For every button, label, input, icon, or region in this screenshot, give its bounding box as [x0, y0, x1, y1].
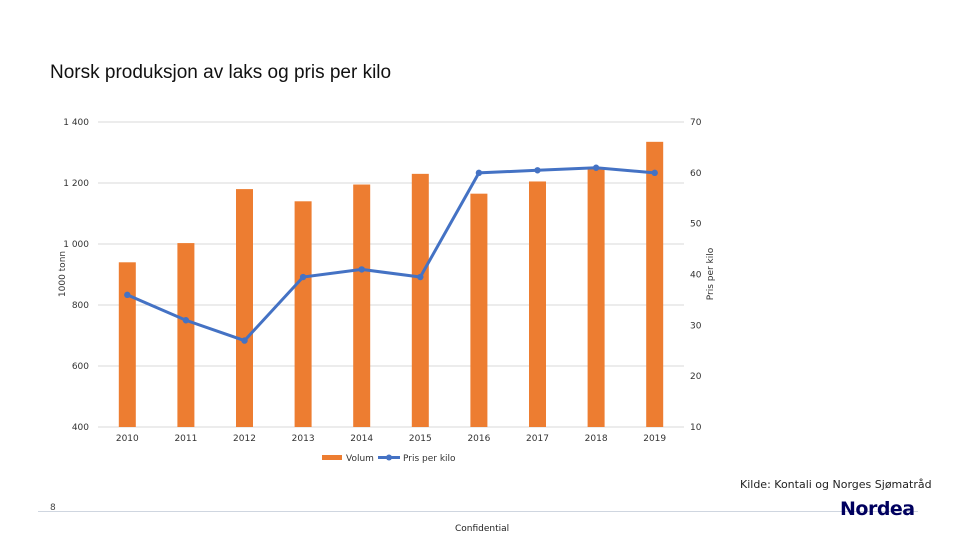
bar-2011 — [177, 243, 195, 427]
volume-bars — [118, 141, 664, 427]
right-tick-label: 30 — [690, 321, 702, 331]
x-tick-label: 2011 — [174, 434, 197, 444]
price-point-2012 — [241, 337, 248, 344]
left-axis-label: 1000 tonn — [58, 251, 68, 297]
left-tick-label: 800 — [72, 301, 89, 311]
x-tick-label: 2017 — [526, 434, 549, 444]
right-tick-label: 60 — [690, 169, 702, 179]
x-tick-label: 2012 — [233, 434, 256, 444]
price-point-2017 — [534, 167, 541, 174]
bar-2016 — [470, 193, 488, 427]
bar-2012 — [236, 189, 253, 427]
footer-divider — [38, 511, 918, 512]
confidential-label: Confidential — [455, 524, 510, 534]
x-tick-label: 2014 — [350, 434, 373, 444]
price-point-2013 — [299, 273, 307, 281]
bar-2014 — [353, 184, 371, 427]
page-number: 8 — [50, 503, 56, 513]
left-tick-label: 600 — [72, 362, 89, 372]
legend: Volum Pris per kilo — [322, 454, 456, 464]
price-point-2018 — [592, 164, 600, 171]
bar-2019 — [646, 141, 664, 427]
legend-pris-marker — [386, 454, 392, 461]
x-axis-ticks: 2010 2011 2012 2013 2014 2015 2016 2017 2018 2019 — [116, 434, 667, 444]
left-tick-label: 400 — [72, 423, 89, 433]
legend-pris-label: Pris per kilo — [403, 454, 456, 464]
bar-2018 — [587, 167, 605, 427]
price-point-2014 — [358, 266, 365, 273]
legend-volum-label: Volum — [346, 454, 374, 464]
right-tick-label: 20 — [690, 372, 702, 382]
price-point-2010 — [124, 291, 131, 299]
nordea-logo: Nordea — [840, 498, 915, 520]
x-tick-label: 2015 — [409, 434, 432, 444]
source-note: Kilde: Kontali og Norges Sjømatråd — [740, 478, 932, 491]
gridlines — [98, 121, 684, 428]
right-tick-label: 50 — [690, 220, 702, 230]
bar-2013 — [294, 201, 312, 427]
left-tick-label: 1 200 — [63, 179, 89, 189]
bar-2015 — [411, 173, 429, 427]
x-tick-label: 2016 — [467, 434, 490, 444]
bar-2017 — [529, 181, 546, 427]
price-line-path — [126, 166, 655, 343]
x-tick-label: 2019 — [643, 434, 666, 444]
right-axis-ticks: 10 20 30 40 50 60 70 — [690, 118, 702, 433]
price-point-2016 — [475, 169, 483, 177]
x-tick-label: 2010 — [116, 434, 139, 444]
left-tick-label: 1 400 — [63, 118, 89, 128]
right-axis-label: Pris per kilo — [706, 247, 716, 300]
right-tick-label: 70 — [690, 118, 702, 128]
left-axis-ticks: 400 600 800 1 000 1 200 1 400 — [63, 118, 89, 433]
price-point-2011 — [182, 317, 190, 324]
right-tick-label: 40 — [690, 271, 702, 281]
x-tick-label: 2013 — [292, 434, 315, 444]
bar-2010 — [118, 262, 136, 427]
legend-volum-swatch — [322, 455, 342, 460]
x-tick-label: 2018 — [585, 434, 608, 444]
price-point-2019 — [651, 169, 658, 177]
price-line — [124, 164, 658, 344]
left-tick-label: 1 000 — [63, 240, 89, 250]
chart-title: Norsk produksjon av laks og pris per kil… — [50, 62, 392, 83]
right-tick-label: 10 — [690, 423, 702, 433]
price-point-2015 — [417, 273, 424, 281]
